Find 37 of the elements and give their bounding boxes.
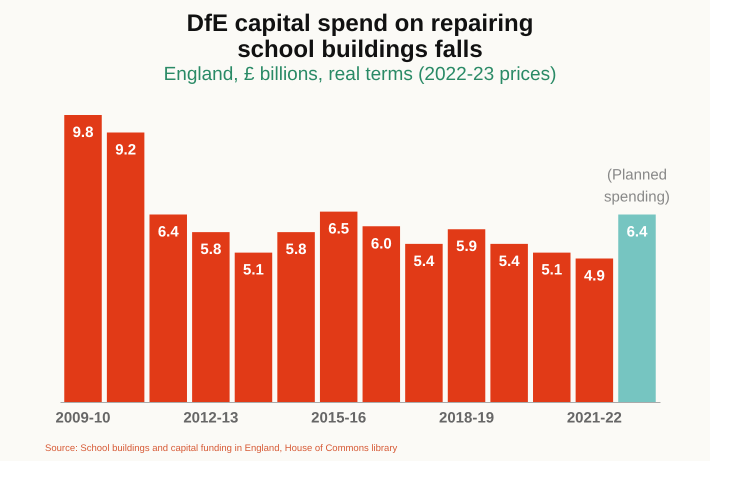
data-label: 5.9 — [456, 238, 477, 256]
data-label: 5.4 — [498, 252, 520, 270]
bar — [277, 232, 315, 402]
bar — [576, 258, 614, 402]
bar — [490, 244, 528, 402]
x-tick-label: 2009-10 — [55, 410, 111, 426]
bar — [149, 214, 187, 402]
bar — [192, 232, 230, 402]
data-label: 5.8 — [286, 241, 307, 258]
data-label: 6.0 — [370, 235, 392, 252]
bar — [448, 229, 486, 402]
bar — [362, 226, 400, 402]
bar — [533, 252, 571, 402]
data-label: 5.1 — [541, 262, 562, 279]
x-tick-label: 2021-22 — [566, 410, 622, 426]
data-label: 4.9 — [584, 267, 605, 284]
bar — [234, 252, 272, 402]
x-tick-label: 2012-13 — [183, 410, 238, 426]
chart-subtitle: England, £ billions, real terms (2022-23 prices) — [164, 64, 556, 85]
data-label: 5.1 — [243, 262, 264, 279]
chart-title: DfE capital spend on repairing school buildings falls — [186, 10, 534, 63]
x-tick-label: 2018-19 — [439, 410, 494, 426]
data-label: 6.5 — [328, 220, 350, 238]
bar — [64, 114, 102, 402]
bar — [320, 212, 358, 402]
data-label: 6.4 — [626, 224, 648, 241]
bar — [106, 132, 144, 402]
annotation: (Planned spending) — [604, 166, 670, 206]
source-note: Source: School buildings and capital funding in England, House of Commons library — [45, 443, 398, 454]
data-label: 5.8 — [200, 241, 222, 258]
x-tick-label: 2015-16 — [311, 410, 366, 426]
data-label: 5.4 — [413, 252, 435, 270]
bar — [405, 244, 443, 402]
data-label: 9.2 — [115, 142, 136, 159]
bar — [618, 214, 656, 402]
data-label: 9.8 — [72, 124, 94, 141]
data-label: 6.4 — [158, 224, 180, 241]
